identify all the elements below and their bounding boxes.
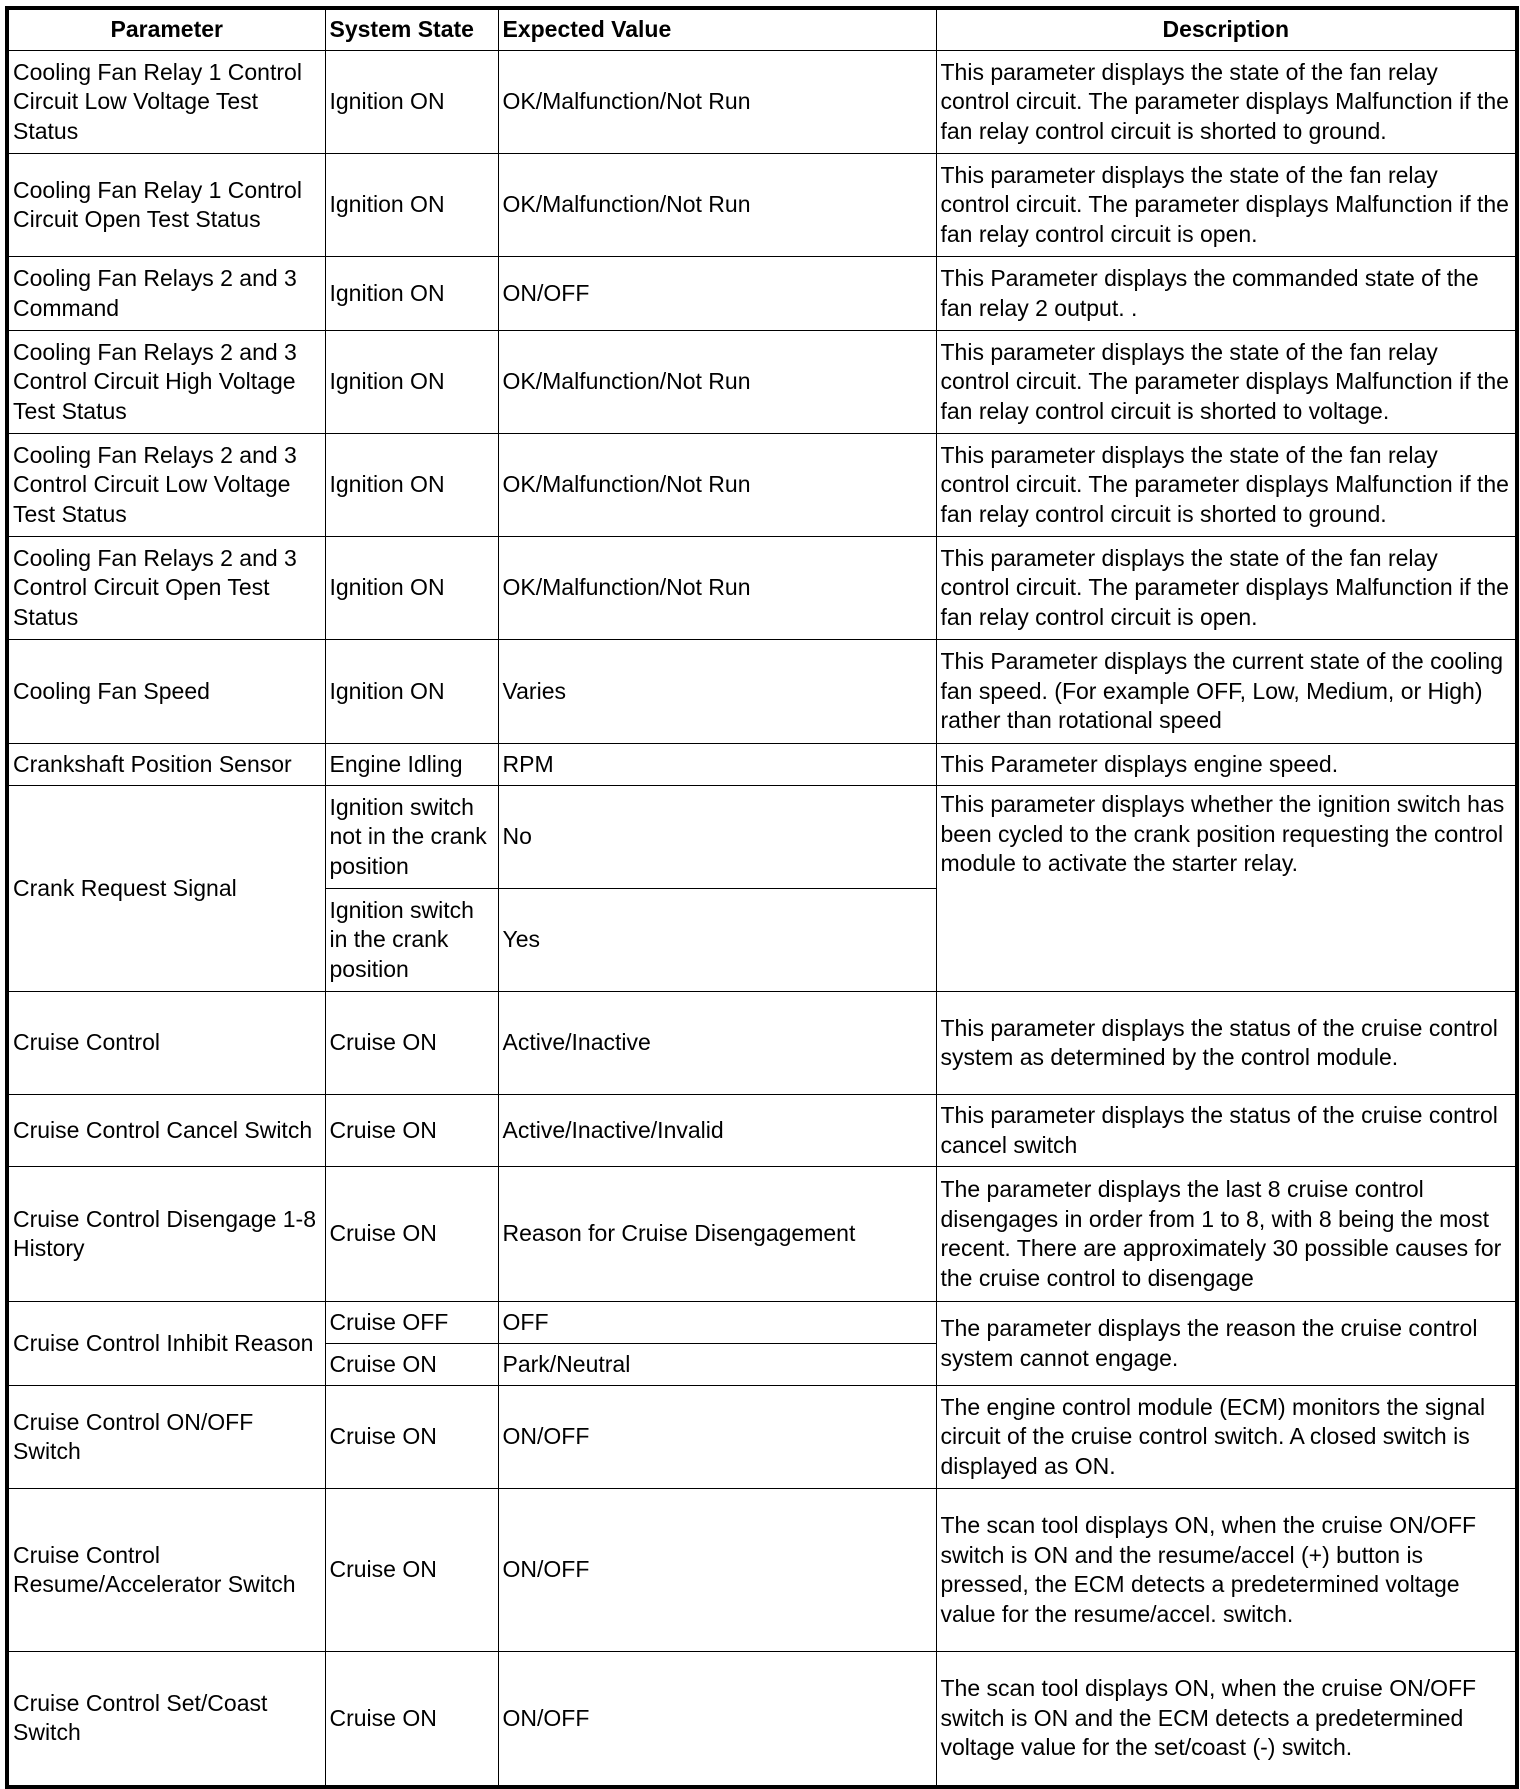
table-row: Cruise Control Inhibit Reason Cruise OFF O… (6, 1301, 1518, 1386)
description-cell: The parameter displays the last 8 cruise… (935, 1166, 1518, 1302)
parameter-cell: Cruise Control Disengage 1-8 History (6, 1166, 326, 1302)
table-row: Cruise Control Resume/Accelerator Switch… (6, 1488, 1518, 1652)
description-cell: This Parameter displays the current stat… (935, 639, 1518, 744)
table-row: Cooling Fan Relays 2 and 3 Control Circu… (6, 330, 1518, 434)
expected-value-cell: ON/OFF (497, 1488, 937, 1652)
parameter-cell: Cruise Control Inhibit Reason (6, 1301, 326, 1386)
table-row: Crank Request Signal Ignition switch not … (6, 785, 1518, 992)
expected-value-cell: OFF (497, 1301, 937, 1344)
system-state-cell: Cruise ON (324, 1651, 499, 1787)
description-cell: This parameter displays the state of the… (935, 153, 1518, 257)
parameter-cell: Cooling Fan Relay 1 Control Circuit Low … (6, 50, 326, 154)
parameter-cell: Cooling Fan Relays 2 and 3 Control Circu… (6, 330, 326, 434)
expected-value-cell: Yes (497, 888, 937, 992)
description-cell: This Parameter displays the commanded st… (935, 256, 1518, 331)
system-state-cell: Cruise ON (324, 1166, 499, 1302)
table-row: Cooling Fan Relay 1 Control Circuit Open… (6, 153, 1518, 257)
description-cell: This parameter displays the state of the… (935, 50, 1518, 154)
expected-value-cell: OK/Malfunction/Not Run (497, 50, 937, 154)
table-row: Cooling Fan Relays 2 and 3 Control Circu… (6, 536, 1518, 640)
expected-value-cell: ON/OFF (497, 1651, 937, 1787)
expected-value-cell: ON/OFF (497, 1385, 937, 1489)
parameter-cell: Cooling Fan Relay 1 Control Circuit Open… (6, 153, 326, 257)
parameter-table: Parameter System State Expected Value De… (5, 6, 1519, 1789)
parameter-cell: Cruise Control Cancel Switch (6, 1094, 326, 1167)
table-row: Cooling Fan Relay 1 Control Circuit Low … (6, 50, 1518, 154)
expected-value-cell: Park/Neutral (497, 1343, 937, 1386)
parameter-cell: Cooling Fan Relays 2 and 3 Command (6, 256, 326, 331)
parameter-cell: Cruise Control Resume/Accelerator Switch (6, 1488, 326, 1652)
system-state-cell: Cruise ON (324, 1385, 499, 1489)
parameter-cell: Cruise Control Set/Coast Switch (6, 1651, 326, 1787)
expected-value-cell: OK/Malfunction/Not Run (497, 433, 937, 537)
description-cell: This Parameter displays engine speed. (935, 743, 1518, 786)
table-row: Cruise Control Cancel Switch Cruise ON Act… (6, 1094, 1518, 1167)
expected-value-cell: Active/Inactive (497, 991, 937, 1095)
header-expected-value: Expected Value (497, 7, 937, 51)
table-row: Cooling Fan Relays 2 and 3 Command Igniti… (6, 256, 1518, 331)
parameter-cell: Cooling Fan Relays 2 and 3 Control Circu… (6, 536, 326, 640)
system-state-cell: Ignition ON (324, 639, 499, 744)
expected-value-cell: Varies (497, 639, 937, 744)
table-row: Crankshaft Position Sensor Engine Idling R… (6, 743, 1518, 786)
expected-value-cell: OK/Malfunction/Not Run (497, 153, 937, 257)
system-state-cell: Ignition ON (324, 256, 499, 331)
description-cell: The scan tool displays ON, when the crui… (935, 1488, 1518, 1652)
system-state-cell: Ignition ON (324, 330, 499, 434)
system-state-cell: Cruise ON (324, 1343, 499, 1386)
description-cell: This parameter displays the status of th… (935, 991, 1518, 1095)
system-state-cell: Cruise ON (324, 1094, 499, 1167)
table-row: Cruise Control Disengage 1-8 History Crui… (6, 1166, 1518, 1302)
header-row: Parameter System State Expected Value De… (6, 7, 1518, 51)
system-state-cell: Ignition ON (324, 433, 499, 537)
description-cell: The scan tool displays ON, when the crui… (935, 1651, 1518, 1787)
system-state-cell: Ignition ON (324, 153, 499, 257)
description-cell: This parameter displays the state of the… (935, 330, 1518, 434)
expected-value-cell: ON/OFF (497, 256, 937, 331)
table-row: Ignition switch in the crank position Yes (7, 888, 1517, 992)
parameter-cell: Crank Request Signal (6, 785, 326, 992)
expected-value-cell: OK/Malfunction/Not Run (497, 536, 937, 640)
system-state-cell: Ignition ON (324, 50, 499, 154)
table-row: Cruise Control Cruise ON Active/Inactive Th… (6, 991, 1518, 1095)
expected-value-cell: Active/Inactive/Invalid (497, 1094, 937, 1167)
table-row: Cruise Control ON/OFF Switch Cruise ON ON/… (6, 1385, 1518, 1489)
expected-value-cell: RPM (497, 743, 937, 786)
parameter-cell: Crankshaft Position Sensor (6, 743, 326, 786)
table-row: Cooling Fan Speed Ignition ON Varies This P… (6, 639, 1518, 744)
system-state-cell: Ignition switch not in the crank positio… (324, 785, 499, 889)
system-state-cell: Cruise OFF (324, 1301, 499, 1344)
system-state-cell: Ignition switch in the crank position (324, 888, 499, 992)
parameter-cell: Cooling Fan Relays 2 and 3 Control Circu… (6, 433, 326, 537)
expected-value-cell: OK/Malfunction/Not Run (497, 330, 937, 434)
table-row: Cruise Control Set/Coast Switch Cruise ON… (6, 1651, 1518, 1787)
description-cell: This parameter displays whether the igni… (935, 785, 1518, 992)
description-cell: This parameter displays the status of th… (935, 1094, 1518, 1167)
description-cell: This parameter displays the state of the… (935, 433, 1518, 537)
expected-value-cell: No (497, 785, 937, 889)
system-state-cell: Engine Idling (324, 743, 499, 786)
header-description: Description (935, 7, 1518, 51)
header-system-state: System State (324, 7, 499, 51)
header-parameter: Parameter (6, 7, 326, 51)
system-state-cell: Cruise ON (324, 1488, 499, 1652)
parameter-cell: Cruise Control (6, 991, 326, 1095)
table-row: Cooling Fan Relays 2 and 3 Control Circu… (6, 433, 1518, 537)
system-state-cell: Ignition ON (324, 536, 499, 640)
description-cell: The parameter displays the reason the cr… (935, 1301, 1518, 1386)
expected-value-cell: Reason for Cruise Disengagement (497, 1166, 937, 1302)
system-state-cell: Cruise ON (324, 991, 499, 1095)
description-cell: This parameter displays the state of the… (935, 536, 1518, 640)
parameter-cell: Cooling Fan Speed (6, 639, 326, 744)
parameter-cell: Cruise Control ON/OFF Switch (6, 1385, 326, 1489)
description-cell: The engine control module (ECM) monitors… (935, 1385, 1518, 1489)
